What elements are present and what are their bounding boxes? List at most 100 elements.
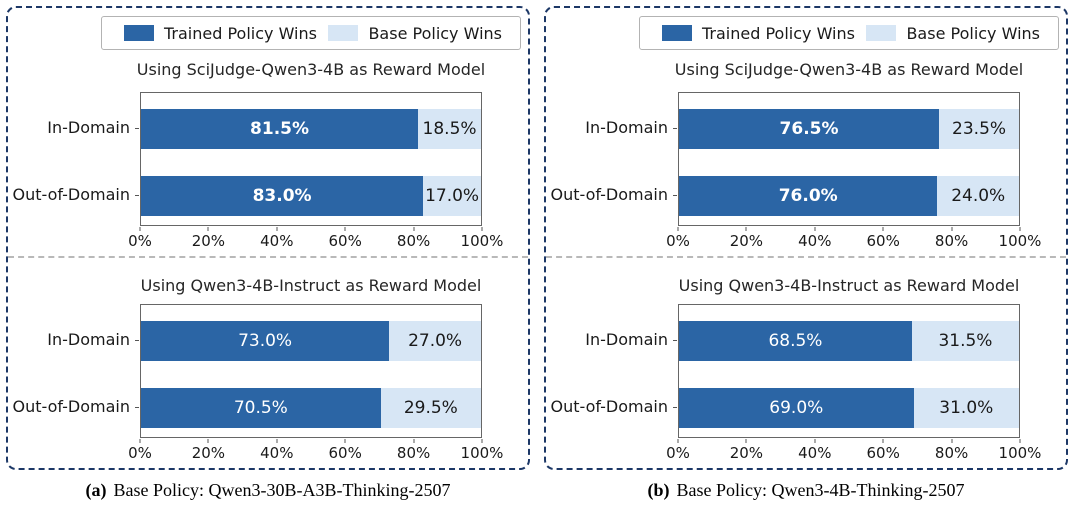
- x-tick-mark: [207, 439, 209, 443]
- x-tick-label: 100%: [460, 444, 504, 462]
- base-policy-bar-segment: 31.5%: [911, 321, 1019, 361]
- x-tick-label: 0%: [666, 444, 690, 462]
- x-tick-mark: [745, 439, 747, 443]
- x-tick-mark: [139, 439, 141, 443]
- x-tick-label: 100%: [998, 444, 1042, 462]
- x-tick-label: 20%: [191, 232, 226, 250]
- x-tick-mark: [1019, 439, 1021, 443]
- bar-row: 76.5% 23.5%: [679, 109, 1019, 149]
- x-tick-label: 60%: [328, 232, 362, 250]
- x-tick-mark: [344, 227, 346, 231]
- bar-row: 83.0% 17.0%: [141, 176, 481, 216]
- legend-label-base: Base Policy Wins: [906, 23, 1040, 43]
- legend-item-base: Base Policy Wins: [328, 24, 502, 43]
- legend-label-trained: Trained Policy Wins: [164, 23, 317, 43]
- x-tick-label: 100%: [460, 232, 504, 250]
- y-axis-label: Out-of-Domain: [546, 397, 677, 417]
- bar-row: 70.5% 29.5%: [141, 388, 481, 428]
- x-tick-mark: [814, 227, 816, 231]
- x-tick-label: 40%: [260, 232, 294, 250]
- x-tick-label: 60%: [866, 444, 900, 462]
- bar-value-label: 73.0%: [238, 331, 293, 351]
- plot-area: 81.5% 18.5% 83.0% 17.0%: [140, 92, 482, 226]
- chart-separator-line: [8, 256, 528, 258]
- x-axis: 0% 20% 40% 60% 80% 100%: [666, 227, 1041, 251]
- bar-row: 73.0% 27.0%: [141, 321, 481, 361]
- bar-value-label: 81.5%: [250, 119, 310, 139]
- x-tick-label: 40%: [798, 232, 832, 250]
- legend-label-base: Base Policy Wins: [368, 23, 502, 43]
- trained-policy-bar-segment: 81.5%: [141, 109, 419, 149]
- trained-policy-bar-segment: 69.0%: [679, 388, 914, 428]
- x-tick-label: 20%: [729, 444, 764, 462]
- trained-policy-bar-segment: 76.5%: [679, 109, 940, 149]
- legend: Trained Policy Wins Base Policy Wins: [639, 16, 1059, 50]
- bar-value-label: 70.5%: [233, 398, 288, 418]
- legend-item-trained: Trained Policy Wins: [124, 24, 317, 43]
- bar-value-label: 68.5%: [768, 331, 823, 351]
- x-tick-label: 20%: [191, 444, 226, 462]
- x-tick-label: 0%: [128, 232, 152, 250]
- base-policy-bar-segment: 29.5%: [380, 388, 481, 428]
- x-axis: 0% 20% 40% 60% 80% 100%: [128, 439, 503, 463]
- chart-title: Using SciJudge-Qwen3-4B as Reward Model: [674, 60, 1024, 79]
- x-tick-mark: [207, 227, 209, 231]
- legend: Trained Policy Wins Base Policy Wins: [101, 16, 521, 50]
- x-axis: 0% 20% 40% 60% 80% 100%: [128, 227, 503, 251]
- x-tick-mark: [814, 439, 816, 443]
- x-tick-label: 0%: [666, 232, 690, 250]
- x-tick-label: 80%: [396, 444, 431, 462]
- x-tick-label: 20%: [729, 232, 764, 250]
- bar-value-label: 18.5%: [422, 119, 477, 139]
- y-axis-label: Out-of-Domain: [8, 397, 139, 417]
- x-tick-mark: [745, 227, 747, 231]
- x-tick-label: 80%: [934, 232, 969, 250]
- trained-policy-bar-segment: 73.0%: [141, 321, 390, 361]
- plot-area: 76.5% 23.5% 76.0% 24.0%: [678, 92, 1020, 226]
- trained-policy-bar-segment: 83.0%: [141, 176, 424, 216]
- base-policy-swatch-icon: [328, 25, 359, 41]
- base-policy-bar-segment: 24.0%: [937, 176, 1019, 216]
- bar-row: 69.0% 31.0%: [679, 388, 1019, 428]
- y-axis-label: In-Domain: [546, 118, 677, 138]
- panel-b: Trained Policy Wins Base Policy Wins Usi…: [544, 6, 1068, 470]
- trained-policy-bar-segment: 76.0%: [679, 176, 938, 216]
- x-tick-mark: [481, 439, 483, 443]
- bar-value-label: 27.0%: [408, 331, 463, 351]
- x-tick-label: 60%: [866, 232, 900, 250]
- caption-tag: (a): [85, 480, 107, 500]
- y-axis-label: Out-of-Domain: [546, 185, 677, 205]
- y-axis-label: In-Domain: [8, 330, 139, 350]
- x-tick-label: 100%: [998, 232, 1042, 250]
- legend-item-base: Base Policy Wins: [866, 24, 1040, 43]
- bar-value-label: 83.0%: [252, 186, 312, 206]
- legend-label-trained: Trained Policy Wins: [702, 23, 855, 43]
- base-policy-bar-segment: 31.0%: [913, 388, 1019, 428]
- x-tick-label: 80%: [396, 232, 431, 250]
- plot-area: 73.0% 27.0% 70.5% 29.5%: [140, 304, 482, 438]
- x-tick-mark: [413, 439, 415, 443]
- x-tick-mark: [344, 439, 346, 443]
- chart-title: Using Qwen3-4B-Instruct as Reward Model: [140, 276, 482, 295]
- x-tick-mark: [276, 227, 278, 231]
- caption-text: Base Policy: Qwen3-30B-A3B-Thinking-2507: [113, 480, 451, 500]
- base-policy-swatch-icon: [866, 25, 897, 41]
- panel-a: Trained Policy Wins Base Policy Wins Usi…: [6, 6, 530, 470]
- x-tick-mark: [882, 439, 884, 443]
- x-tick-label: 40%: [260, 444, 294, 462]
- bar-row: 76.0% 24.0%: [679, 176, 1019, 216]
- bar-value-label: 23.5%: [952, 119, 1007, 139]
- x-tick-mark: [677, 439, 679, 443]
- bar-value-label: 17.0%: [425, 186, 480, 206]
- y-axis-label: Out-of-Domain: [8, 185, 139, 205]
- x-tick-label: 0%: [128, 444, 152, 462]
- x-tick-mark: [276, 439, 278, 443]
- x-tick-mark: [882, 227, 884, 231]
- bar-value-label: 76.5%: [779, 119, 839, 139]
- base-policy-bar-segment: 17.0%: [423, 176, 481, 216]
- bar-value-label: 69.0%: [769, 398, 824, 418]
- caption-text: Base Policy: Qwen3-4B-Thinking-2507: [676, 480, 965, 500]
- x-tick-label: 80%: [934, 444, 969, 462]
- x-tick-mark: [1019, 227, 1021, 231]
- x-tick-mark: [481, 227, 483, 231]
